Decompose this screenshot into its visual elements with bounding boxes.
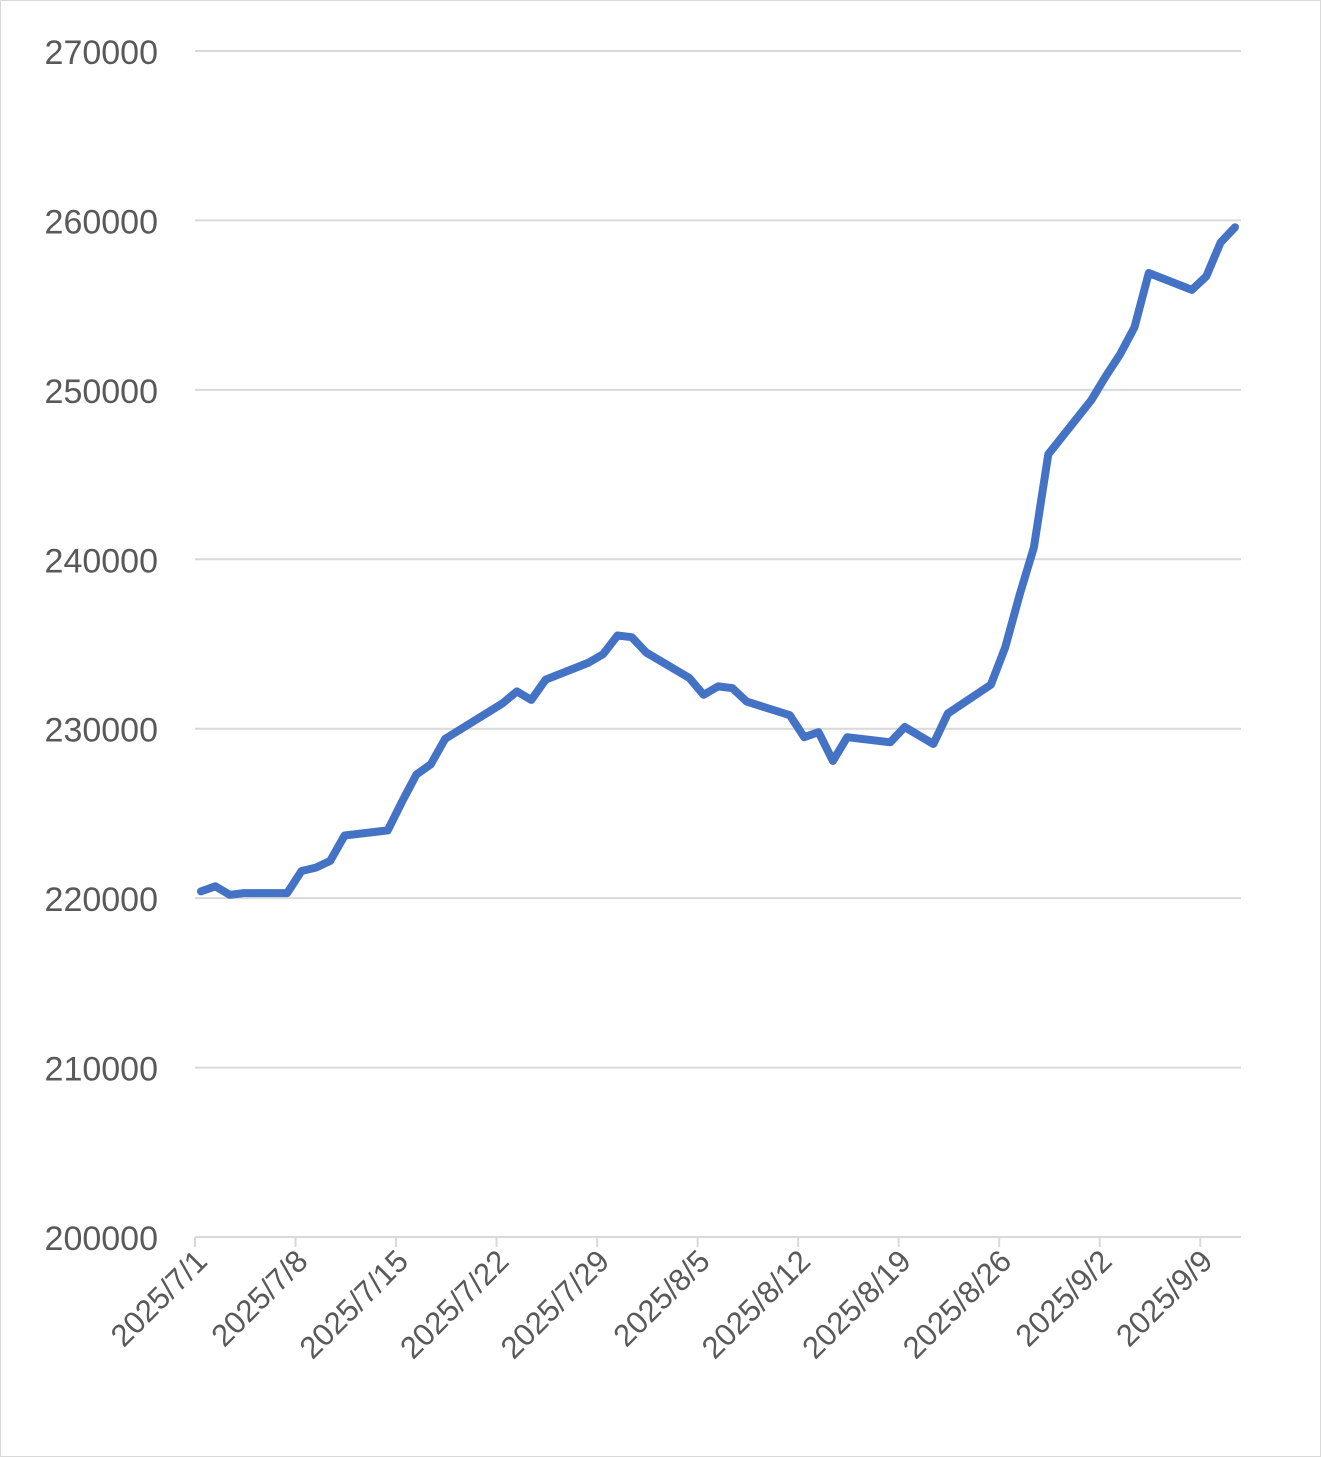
y-tick-label: 240000 bbox=[45, 542, 158, 580]
x-tick-label: 2025/7/1 bbox=[104, 1243, 214, 1353]
x-tick-label: 2025/9/9 bbox=[1109, 1243, 1219, 1353]
y-tick-label: 220000 bbox=[45, 881, 158, 919]
y-axis-tick-labels: 200000 210000 220000 230000 240000 250000 2600… bbox=[45, 34, 158, 1258]
y-tick-label: 250000 bbox=[45, 373, 158, 411]
x-tick-label: 2025/7/22 bbox=[393, 1243, 515, 1365]
x-tick-label: 2025/8/12 bbox=[695, 1243, 817, 1365]
y-tick-label: 270000 bbox=[45, 34, 158, 72]
x-axis bbox=[194, 1236, 1241, 1247]
y-tick-label: 200000 bbox=[45, 1220, 158, 1258]
x-tick-label: 2025/8/19 bbox=[795, 1243, 917, 1365]
x-axis-tick-labels: 2025/7/12025/7/82025/7/152025/7/222025/7… bbox=[104, 1243, 1219, 1365]
y-tick-label: 260000 bbox=[45, 203, 158, 241]
x-tick-label: 2025/9/2 bbox=[1009, 1243, 1119, 1353]
series-layer bbox=[197, 223, 1239, 899]
series-line-0 bbox=[197, 223, 1239, 899]
x-tick-label: 2025/8/26 bbox=[896, 1243, 1018, 1365]
y-tick-label: 230000 bbox=[45, 712, 158, 750]
y-tick-label: 210000 bbox=[45, 1051, 158, 1089]
grid-lines bbox=[195, 50, 1241, 1069]
x-tick-label: 2025/7/15 bbox=[293, 1243, 415, 1365]
x-tick-label: 2025/7/29 bbox=[494, 1243, 616, 1365]
